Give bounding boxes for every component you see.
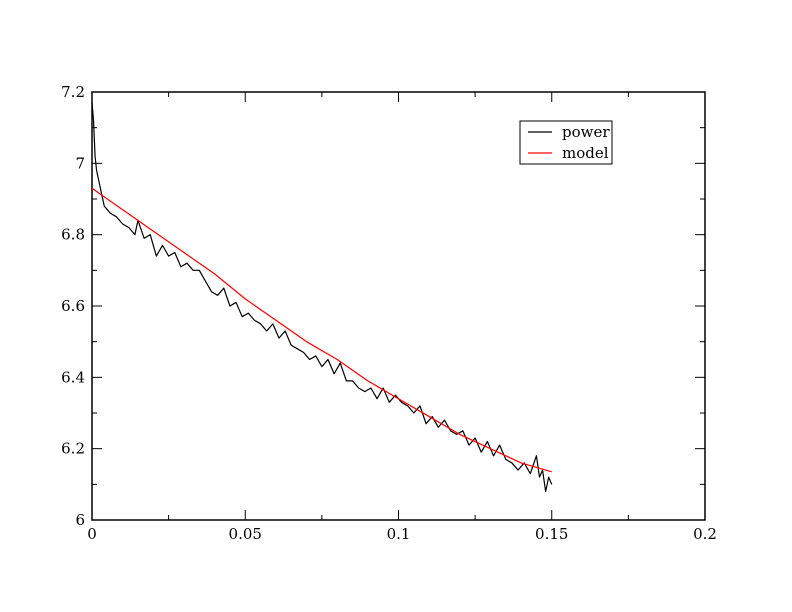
series-layer (91, 102, 553, 493)
axis-ticks (91, 91, 706, 521)
y-tick-label: 6.4 (61, 368, 85, 386)
x-tick-label: 0 (87, 525, 97, 543)
y-tick-label: 6 (75, 511, 85, 529)
legend: power model (519, 120, 613, 165)
y-axis-tick-labels: 6 6.2 6.4 6.6 6.8 7 7.2 (61, 83, 85, 529)
y-tick-label: 6.2 (61, 440, 85, 458)
y-tick-label: 6.6 (61, 297, 85, 315)
x-tick-label: 0.1 (387, 525, 411, 543)
series-line-power (91, 102, 553, 493)
x-tick-label: 0.15 (535, 525, 568, 543)
legend-label-model: model (562, 144, 609, 162)
legend-box (519, 120, 613, 165)
y-tick-label: 6.8 (61, 226, 85, 244)
plot-border (91, 91, 706, 521)
y-tick-label: 7.2 (61, 83, 85, 101)
y-tick-label: 7 (75, 154, 85, 172)
x-tick-label: 0.2 (693, 525, 717, 543)
x-axis-tick-labels: 0 0.05 0.1 0.15 0.2 (87, 525, 717, 543)
plot-area (91, 91, 706, 521)
legend-label-power: power (562, 123, 610, 141)
x-tick-label: 0.05 (229, 525, 262, 543)
series-line-model (91, 187, 552, 473)
